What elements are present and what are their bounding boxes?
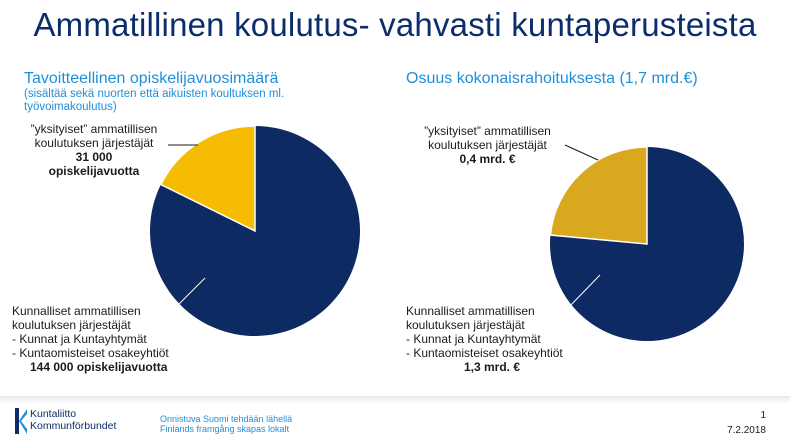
left-private-label-line: koulutuksen järjestäjät	[34, 136, 154, 150]
right-chart-title: Osuus kokonaisrahoituksesta (1,7 mrd.€)	[406, 70, 698, 87]
left-chart-note-line: (sisältää sekä nuorten että aikuisten ko…	[24, 88, 285, 100]
left-public-value: 144 000 opiskelijavuotta	[30, 360, 168, 374]
right-private-label-line: ”yksityiset” ammatillisen	[424, 124, 551, 138]
left-public-leader-line	[174, 277, 206, 309]
pie-right-slice-yksityiset	[549, 146, 648, 245]
right-public-leader-line	[567, 274, 601, 309]
logo-text-line: Kuntaliitto	[30, 408, 77, 420]
right-public-label: Kunnalliset ammatillisen koulutuksen jär…	[406, 304, 606, 374]
right-public-label-line: - Kuntaomisteiset osakeyhtiöt	[406, 346, 563, 360]
left-chart-title: Tavoitteellinen opiskelijavuosimäärä	[24, 70, 279, 87]
slogan: Onnistuva Suomi tehdään lähellä Finlands…	[160, 414, 292, 434]
right-private-label-line: koulutuksen järjestäjät	[428, 138, 547, 152]
logo-text-line: Kommunförbundet	[30, 420, 117, 432]
right-pie-chart	[549, 146, 744, 341]
left-pie-chart	[149, 125, 360, 336]
right-private-label: ”yksityiset” ammatillisen koulutuksen jä…	[400, 124, 575, 166]
left-public-label-line: koulutuksen järjestäjät	[12, 318, 131, 332]
left-private-label: ”yksityiset” ammatillisen koulutuksen jä…	[14, 122, 174, 178]
left-public-label-line: - Kunnat ja Kuntayhtymät	[12, 332, 147, 346]
right-public-label-line: koulutuksen järjestäjät	[406, 318, 525, 332]
right-private-value: 0,4 mrd. €	[459, 152, 516, 166]
kuntaliitto-logo-icon	[15, 408, 27, 434]
left-public-label: Kunnalliset ammatillisen koulutuksen jär…	[12, 304, 212, 374]
page-number: 1	[760, 410, 766, 421]
left-private-value: 31 000	[75, 150, 113, 164]
left-private-value: opiskelijavuotta	[48, 164, 140, 178]
right-public-label-line: - Kunnat ja Kuntayhtymät	[406, 332, 541, 346]
footer-band	[0, 396, 790, 404]
right-private-leader-line	[564, 144, 599, 161]
right-public-value: 1,3 mrd. €	[464, 360, 521, 374]
left-public-label-line: Kunnalliset ammatillisen	[12, 304, 141, 318]
left-chart-note-line: työvoimakoulutus)	[24, 101, 117, 113]
right-public-label-line: Kunnalliset ammatillisen	[406, 304, 535, 318]
slogan-line: Onnistuva Suomi tehdään lähellä	[160, 414, 293, 424]
left-chart-note: (sisältää sekä nuorten että aikuisten ko…	[24, 88, 284, 114]
left-private-label-line: ”yksityiset” ammatillisen	[30, 122, 158, 136]
pie-left-slice-yksityiset	[159, 125, 256, 233]
page-title: Ammatillinen koulutus- vahvasti kuntaper…	[33, 6, 757, 43]
slogan-line: Finlands framgång skapas lokalt	[160, 424, 290, 434]
logo-text: Kuntaliitto Kommunförbundet	[30, 408, 116, 432]
left-public-label-line: - Kuntaomisteiset osakeyhtiöt	[12, 346, 169, 360]
slide-date: 7.2.2018	[727, 425, 766, 436]
